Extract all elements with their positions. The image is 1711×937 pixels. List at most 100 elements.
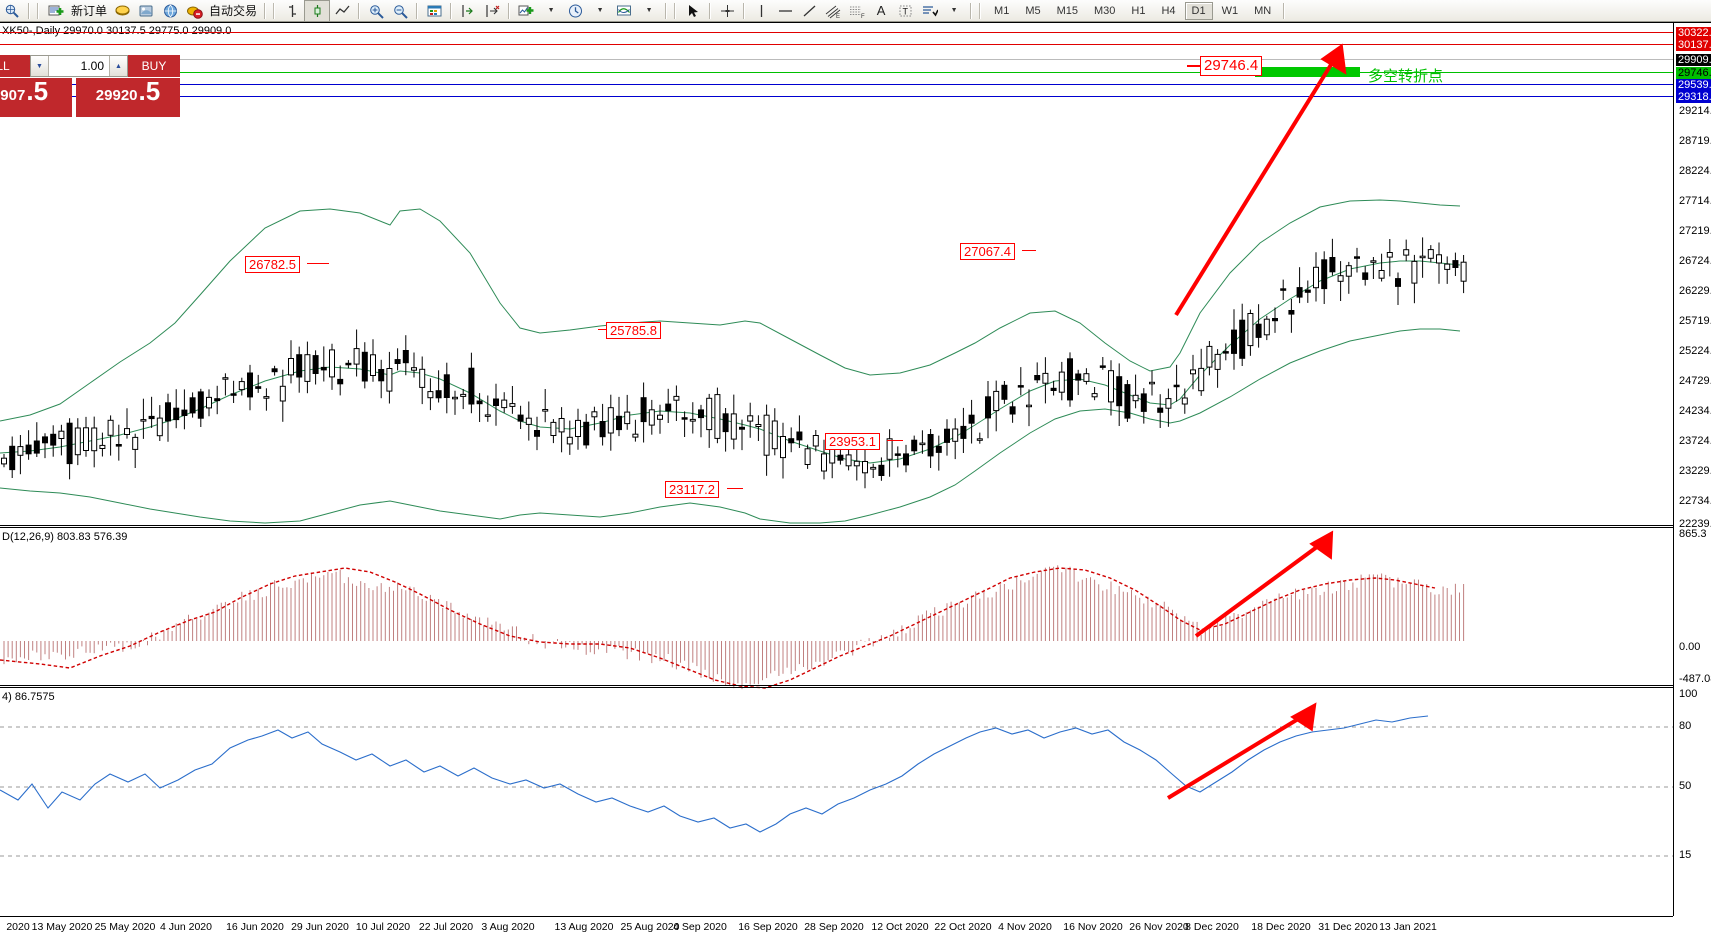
zoom-in-icon[interactable] [364, 1, 388, 21]
volume-increase-button[interactable]: ▲ [109, 56, 127, 76]
price-tick-27219: 27219.0 [1679, 225, 1711, 237]
timeframe-w1[interactable]: W1 [1221, 4, 1239, 17]
vertical-line-icon[interactable] [749, 1, 773, 21]
volume-decrease-button[interactable]: ▼ [31, 56, 49, 76]
bar-chart-icon[interactable] [280, 1, 304, 21]
period-icon[interactable] [563, 1, 587, 21]
volume-value[interactable]: 1.00 [49, 56, 109, 76]
date-tick-14: 12 Oct 2020 [871, 921, 929, 933]
autotrading-label[interactable]: 自动交易 [209, 4, 258, 18]
price-tick-26724: 26724.0 [1679, 255, 1711, 267]
one-click-trading-panel[interactable]: ELL ▼ 1.00 ▲ BUY 9907 .5 29920 .5 [0, 55, 180, 117]
level-line-29318 [0, 96, 1673, 97]
annotation-27067-leader [1022, 250, 1036, 251]
toolbar-grip-3[interactable] [674, 2, 679, 19]
volume-stepper[interactable]: ▼ 1.00 ▲ [30, 55, 128, 77]
macd-pane-separator [0, 525, 1673, 528]
buy-price[interactable]: 29920 .5 [76, 78, 180, 117]
timeframe-h4[interactable]: H4 [1161, 4, 1176, 17]
toolbar-grip[interactable] [37, 2, 41, 19]
buy-price-dec: .5 [138, 76, 161, 106]
autotrading-icon[interactable] [182, 1, 206, 21]
cursor-icon[interactable] [681, 1, 705, 21]
svg-text:T: T [902, 6, 908, 16]
text-icon[interactable]: A [876, 3, 886, 18]
crosshair-icon[interactable] [715, 1, 739, 21]
shift-end-icon[interactable] [456, 1, 480, 21]
price-tag-30322: 30322.5 [1676, 27, 1711, 39]
date-tick-17: 16 Nov 2020 [1063, 921, 1123, 933]
timeframe-d1[interactable]: D1 [1184, 1, 1213, 20]
date-tick-9: 13 Aug 2020 [554, 921, 614, 933]
toolbar-grip-4[interactable] [979, 2, 984, 19]
price-tick-26229: 26229.0 [1679, 285, 1711, 297]
timeframe-m5[interactable]: M5 [1025, 4, 1041, 17]
macd-tick-max: 865.3 [1679, 528, 1707, 540]
chevron-down-icon-2[interactable]: ▼ [596, 7, 604, 14]
annotation-23953: 23953.1 [825, 433, 880, 450]
trendline-icon[interactable] [797, 1, 821, 21]
metaeditor-icon[interactable] [134, 1, 158, 21]
toolbar-divider-2 [264, 2, 267, 19]
equidistant-channel-icon[interactable]: E [821, 1, 845, 21]
price-tick-25224: 25224.0 [1679, 345, 1711, 357]
timeframe-m30[interactable]: M30 [1094, 4, 1116, 17]
line-chart-icon[interactable] [330, 1, 354, 21]
price-pane-graphics [0, 43, 1467, 524]
horizontal-line-icon[interactable] [773, 1, 797, 21]
objects-list-icon[interactable] [917, 1, 941, 21]
data-window-icon[interactable] [422, 1, 446, 21]
text-label-icon[interactable]: T [893, 1, 917, 21]
price-tag-29539: 29539.6 [1676, 79, 1711, 91]
candlestick-chart-icon[interactable] [304, 0, 331, 22]
price-tick-24729: 24729.0 [1679, 375, 1711, 387]
level-line-29909 [0, 59, 1673, 60]
macd-tick-min: -487.08 [1679, 673, 1711, 685]
chevron-down-icon-4[interactable]: ▼ [950, 7, 958, 14]
svg-text:E: E [836, 14, 840, 19]
add-indicator-icon[interactable] [514, 1, 538, 21]
chart-area[interactable]: XK50-,Daily 29970.0 30137.5 29775.0 2990… [0, 22, 1711, 937]
level-line-29746 [0, 72, 1673, 73]
templates-icon[interactable] [612, 1, 636, 21]
buy-button[interactable]: BUY [128, 55, 180, 77]
auto-scroll-icon[interactable] [480, 1, 504, 21]
annotation-29746-leader [1187, 65, 1201, 67]
price-tick-24234: 24234.0 [1679, 405, 1711, 417]
price-tick-25719: 25719.0 [1679, 315, 1711, 327]
new-order-button[interactable] [44, 1, 68, 21]
timeframe-m1[interactable]: M1 [994, 4, 1010, 17]
rsi-tick-15: 15 [1679, 849, 1692, 861]
new-order-label[interactable]: 新订单 [71, 4, 108, 18]
macd-pane-graphics [0, 530, 1465, 690]
date-tick-4: 16 Jun 2020 [226, 921, 284, 933]
chevron-down-icon[interactable]: ▼ [547, 7, 555, 14]
level-line-30137 [0, 44, 1673, 45]
globe-icon[interactable] [158, 1, 182, 21]
timeframe-h1[interactable]: H1 [1131, 4, 1146, 17]
fibonacci-icon[interactable]: F [845, 1, 869, 21]
price-tick-29214: 29214.0 [1679, 105, 1711, 117]
date-tick-12: 16 Sep 2020 [738, 921, 798, 933]
rsi-indicator-label: 4) 86.7575 [2, 691, 55, 703]
price-tick-23229: 23229.0 [1679, 465, 1711, 477]
date-tick-19: 8 Dec 2020 [1185, 921, 1239, 933]
rsi-pane-separator [0, 685, 1673, 688]
oct-top-row: ELL ▼ 1.00 ▲ BUY [0, 55, 180, 77]
expert-icon[interactable] [110, 1, 134, 21]
toolbar-grip-2[interactable] [273, 2, 278, 19]
sell-button[interactable]: ELL [0, 55, 30, 77]
price-tag-29318: 29318.0 [1676, 91, 1711, 103]
level-line-29539 [0, 84, 1673, 85]
chevron-down-icon-3[interactable]: ▼ [645, 7, 653, 14]
date-tick-7: 22 Jul 2020 [418, 921, 474, 933]
date-tick-22: 13 Jan 2021 [1379, 921, 1437, 933]
crosshair-search-icon[interactable] [0, 1, 24, 21]
sell-price[interactable]: 9907 .5 [0, 78, 72, 117]
timeframe-m15[interactable]: M15 [1056, 4, 1078, 17]
date-axis-line [0, 916, 1673, 917]
zoom-out-icon[interactable] [388, 1, 412, 21]
timeframe-mn[interactable]: MN [1254, 4, 1272, 17]
price-tick-28224: 28224.0 [1679, 165, 1711, 177]
